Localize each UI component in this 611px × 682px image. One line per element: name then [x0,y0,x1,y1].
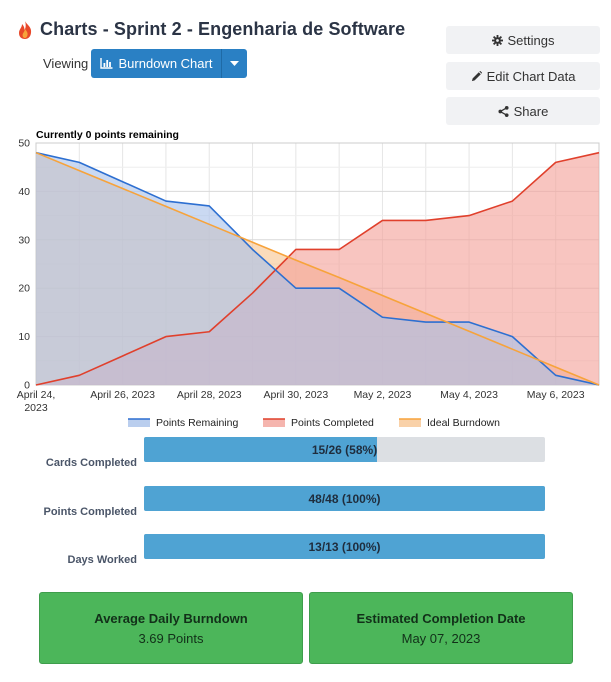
y-tick-label: 40 [18,186,30,198]
chart-selector-dropdown[interactable] [222,49,247,78]
x-tick-label: May 2, 2023 [354,389,412,401]
legend-swatch [263,419,285,427]
share-icon [498,105,509,117]
estimated-completion-date-box: Estimated Completion Date May 07, 2023 [309,592,573,664]
flame-logo [19,21,32,39]
legend-swatch [399,419,421,427]
page-title: Charts - Sprint 2 - Engenharia de Softwa… [40,19,406,39]
burndown-chart: Currently 0 points remaining 0 10 20 30 40 50… [17,129,600,414]
chart-selector-label: Burndown Chart [118,56,213,71]
progress-bar: 13/13 (100%) [144,534,545,559]
edit-chart-data-label: Edit Chart Data [486,68,576,84]
progress-text: 13/13 (100%) [308,539,381,554]
bar-chart-icon [99,58,113,69]
legend-swatch [128,419,150,427]
legend-label: Ideal Burndown [427,417,500,429]
x-tick-label: May 6, 2023 [527,389,585,401]
x-tick-label: April 30, 2023 [263,389,328,401]
y-tick-label: 10 [18,331,30,343]
legend-item[interactable]: Points Remaining [128,417,238,429]
series-line-0 [35,151,600,386]
legend-label: Points Remaining [156,417,238,429]
chart-selector[interactable]: Burndown Chart [91,49,247,78]
share-label: Share [513,103,549,119]
progress-text: 15/26 (58%) [311,442,378,457]
stat-title: Average Daily Burndown [94,610,248,626]
x-tick-label: May 4, 2023 [440,389,498,401]
edit-chart-data-button[interactable]: Edit Chart Data [446,62,600,90]
y-tick-label: 50 [18,138,30,150]
legend-item[interactable]: Ideal Burndown [399,417,500,429]
progress-fill [144,534,545,559]
settings-button[interactable]: Settings [446,26,600,54]
settings-label: Settings [507,32,555,48]
average-daily-burndown-box: Average Daily Burndown 3.69 Points [39,592,303,664]
stat-value: May 07, 2023 [401,630,481,646]
share-button[interactable]: Share [446,97,600,125]
legend-item[interactable]: Points Completed [263,417,374,429]
series-line-1 [35,151,600,386]
x-tick-label: April 26, 2023 [90,389,155,401]
caret-down-icon [230,60,239,66]
x-tick-label: April 24, [17,389,56,401]
gear-icon [491,34,503,46]
progress-fill [144,437,377,462]
y-tick-label: 30 [18,234,30,246]
progress-fill [144,486,545,511]
progress-bar: 15/26 (58%) [144,437,545,462]
y-tick-label: 20 [18,283,30,295]
y-tick-label: 0 [24,380,30,392]
legend-label: Points Completed [291,417,374,429]
progress-label: Points Completed [43,506,137,518]
progress-text: 48/48 (100%) [308,491,381,506]
stat-title: Estimated Completion Date [356,610,526,626]
progress-label: Cards Completed [45,457,137,469]
x-tick-label-line2: 2023 [24,402,48,414]
viewing-label: Viewing [43,56,89,71]
pencil-icon [471,70,482,81]
series-line-2 [35,151,600,386]
progress-label: Days Worked [67,554,138,566]
x-tick-label: April 28, 2023 [177,389,242,401]
stat-value: 3.69 Points [138,630,204,646]
chart-legend: Points Remaining Points Completed Ideal Bu… [128,417,500,429]
chart-title: Currently 0 points remaining [36,129,179,141]
chart-selector-button[interactable]: Burndown Chart [91,49,222,78]
progress-bar: 48/48 (100%) [144,486,545,511]
